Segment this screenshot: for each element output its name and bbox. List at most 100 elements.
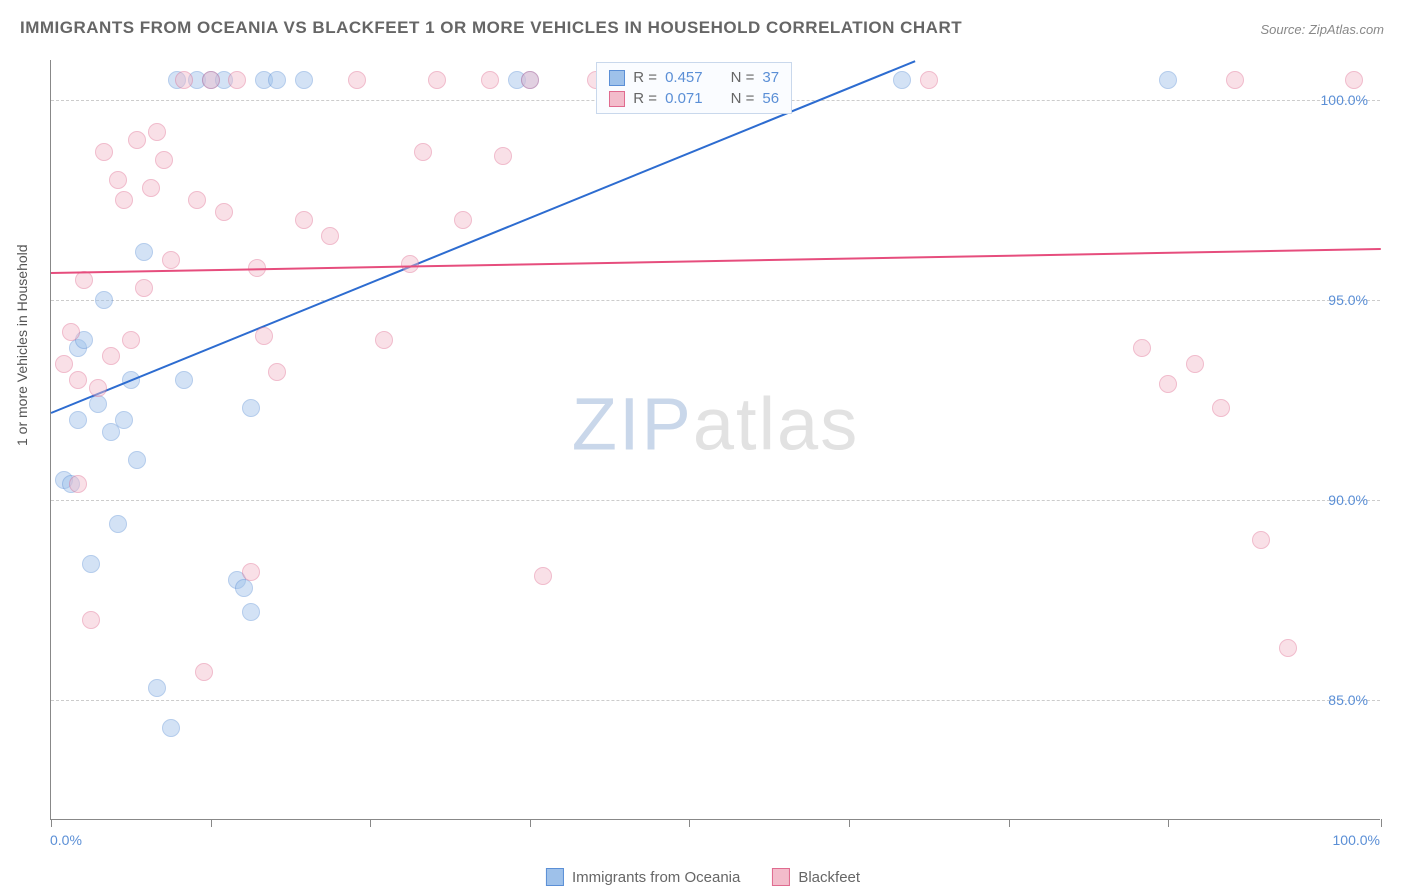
data-point: [454, 211, 472, 229]
data-point: [95, 291, 113, 309]
stats-row: R = 0.457 N = 37: [609, 69, 779, 86]
data-point: [148, 123, 166, 141]
data-point: [89, 379, 107, 397]
gridline: [51, 300, 1380, 301]
data-point: [122, 331, 140, 349]
stats-r-label: R =: [633, 69, 657, 86]
data-point: [82, 611, 100, 629]
stats-n-label: N =: [731, 90, 755, 107]
x-tick: [1168, 819, 1169, 827]
y-tick-label: 100.0%: [1321, 92, 1368, 108]
data-point: [215, 203, 233, 221]
data-point: [69, 411, 87, 429]
x-tick: [51, 819, 52, 827]
data-point: [75, 271, 93, 289]
x-tick: [530, 819, 531, 827]
data-point: [321, 227, 339, 245]
data-point: [494, 147, 512, 165]
data-point: [1212, 399, 1230, 417]
data-point: [1186, 355, 1204, 373]
y-tick-label: 85.0%: [1328, 692, 1368, 708]
stats-n-value: 37: [762, 69, 779, 86]
y-axis-label: 1 or more Vehicles in Household: [14, 244, 30, 446]
data-point: [295, 71, 313, 89]
data-point: [1345, 71, 1363, 89]
gridline: [51, 500, 1380, 501]
data-point: [195, 663, 213, 681]
stats-swatch-icon: [609, 91, 625, 107]
data-point: [534, 567, 552, 585]
legend: Immigrants from Oceania Blackfeet: [546, 868, 860, 886]
data-point: [521, 71, 539, 89]
data-point: [242, 563, 260, 581]
data-point: [69, 371, 87, 389]
legend-swatch-icon: [546, 868, 564, 886]
data-point: [62, 323, 80, 341]
data-point: [55, 355, 73, 373]
stats-n-label: N =: [731, 69, 755, 86]
data-point: [1159, 375, 1177, 393]
correlation-chart: IMMIGRANTS FROM OCEANIA VS BLACKFEET 1 O…: [0, 0, 1406, 892]
legend-item-oceania: Immigrants from Oceania: [546, 868, 740, 886]
stats-box: R =0.457N =37R =0.071N =56: [596, 62, 792, 114]
stats-r-label: R =: [633, 90, 657, 107]
data-point: [142, 179, 160, 197]
data-point: [242, 603, 260, 621]
legend-label: Immigrants from Oceania: [572, 869, 740, 886]
data-point: [1279, 639, 1297, 657]
data-point: [162, 251, 180, 269]
x-tick-label: 100.0%: [1333, 832, 1380, 848]
legend-label: Blackfeet: [798, 869, 860, 886]
data-point: [135, 279, 153, 297]
stats-n-value: 56: [762, 90, 779, 107]
data-point: [235, 579, 253, 597]
data-point: [128, 131, 146, 149]
data-point: [128, 451, 146, 469]
data-point: [255, 327, 273, 345]
stats-swatch-icon: [609, 70, 625, 86]
data-point: [1133, 339, 1151, 357]
data-point: [1252, 531, 1270, 549]
data-point: [375, 331, 393, 349]
data-point: [348, 71, 366, 89]
data-point: [295, 211, 313, 229]
x-tick: [1009, 819, 1010, 827]
data-point: [202, 71, 220, 89]
data-point: [1226, 71, 1244, 89]
data-point: [162, 719, 180, 737]
data-point: [148, 679, 166, 697]
data-point: [893, 71, 911, 89]
data-point: [135, 243, 153, 261]
data-point: [155, 151, 173, 169]
data-point: [115, 411, 133, 429]
watermark: ZIPatlas: [572, 382, 859, 467]
gridline: [51, 700, 1380, 701]
x-tick-label: 0.0%: [50, 832, 82, 848]
x-tick: [370, 819, 371, 827]
y-tick-label: 90.0%: [1328, 492, 1368, 508]
x-tick: [1381, 819, 1382, 827]
y-tick-label: 95.0%: [1328, 292, 1368, 308]
x-tick: [689, 819, 690, 827]
data-point: [242, 399, 260, 417]
data-point: [268, 71, 286, 89]
plot-area: ZIPatlas 85.0% 90.0% 95.0% 100.0% R = 0.457 N …: [50, 60, 1380, 820]
data-point: [115, 191, 133, 209]
data-point: [102, 347, 120, 365]
data-point: [414, 143, 432, 161]
data-point: [481, 71, 499, 89]
x-tick: [211, 819, 212, 827]
stats-r-value: 0.457: [665, 69, 703, 86]
legend-item-blackfeet: Blackfeet: [772, 868, 860, 886]
chart-title: IMMIGRANTS FROM OCEANIA VS BLACKFEET 1 O…: [20, 18, 962, 38]
stats-row: R =0.071N =56: [609, 90, 779, 107]
data-point: [109, 171, 127, 189]
data-point: [175, 71, 193, 89]
data-point: [109, 515, 127, 533]
legend-swatch-icon: [772, 868, 790, 886]
data-point: [268, 363, 286, 381]
data-point: [920, 71, 938, 89]
data-point: [1159, 71, 1177, 89]
data-point: [95, 143, 113, 161]
source-label: Source: ZipAtlas.com: [1260, 22, 1384, 37]
